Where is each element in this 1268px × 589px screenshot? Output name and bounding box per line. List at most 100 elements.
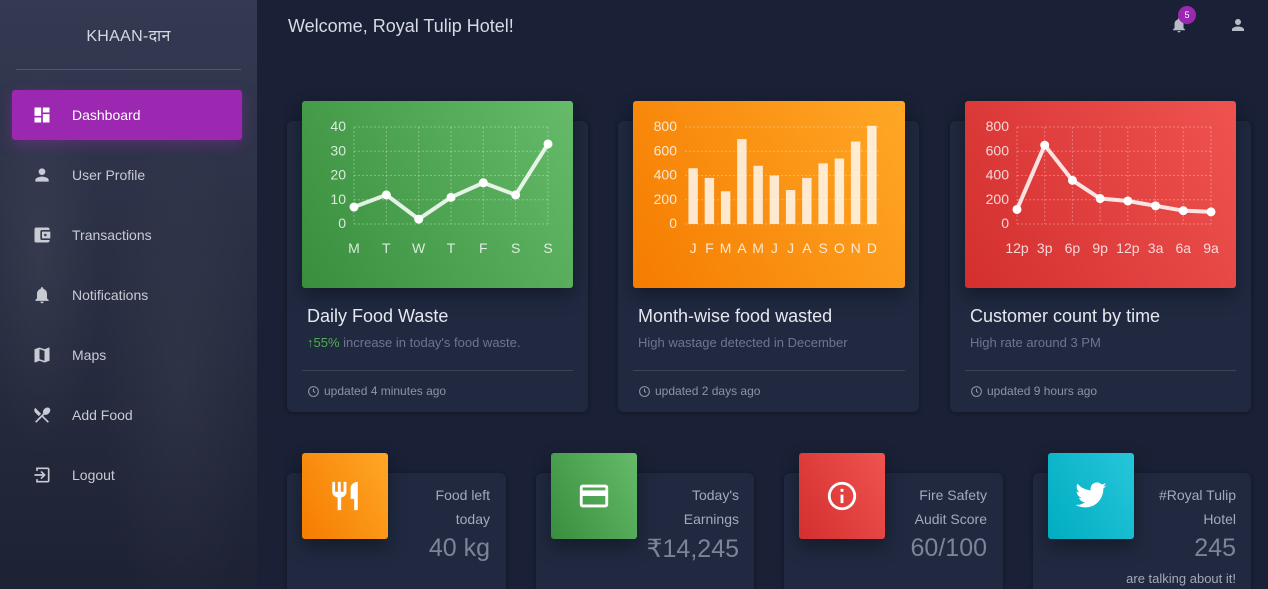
daily-food-waste-chart: 0 10 20 30 40 M T W T F S S [302, 101, 573, 288]
card-footer: updated 2 days ago [638, 384, 760, 398]
user-menu-button[interactable] [1229, 16, 1247, 39]
sidebar-item-notifications[interactable]: Notifications [12, 270, 242, 320]
sidebar-item-label: User Profile [72, 167, 146, 183]
map-icon [12, 345, 72, 365]
data-point [1040, 140, 1050, 150]
bar [769, 175, 780, 224]
clock-icon [971, 385, 982, 397]
card-divider [965, 370, 1236, 371]
sidebar-item-logout[interactable]: Logout [12, 450, 242, 500]
sidebar-item-maps[interactable]: Maps [12, 330, 242, 380]
twitter-icon [1075, 482, 1107, 508]
stat-value: 40 kg [428, 534, 490, 562]
stat-value: 60/100 [910, 534, 987, 562]
brand-logo[interactable]: KHAAN-दान [86, 28, 171, 45]
y-tick-label: 600 [986, 142, 1010, 158]
y-tick-label: 400 [986, 167, 1010, 183]
x-tick-label: J [787, 240, 794, 256]
y-tick-label: 40 [330, 118, 346, 134]
card-divider [633, 370, 905, 371]
data-point [414, 214, 424, 224]
y-tick-label: 0 [1001, 215, 1009, 231]
x-tick-label: F [705, 240, 714, 256]
card-divider [302, 370, 573, 371]
data-point [381, 190, 391, 200]
logout-icon [12, 465, 72, 485]
bar [850, 141, 861, 224]
sidebar-item-dashboard[interactable]: Dashboard [12, 90, 242, 140]
card-subtitle: High wastage detected in December [638, 335, 848, 350]
bar [753, 165, 763, 224]
utensils-icon [12, 405, 72, 425]
customer-count-svg: 0 200 400 600 800 12p 3p 6p 9p 12p 3a 6a 9a [986, 118, 1219, 256]
card-footer: updated 9 hours ago [970, 384, 1097, 398]
stat-icon-box [799, 453, 885, 539]
stat-icon-box [551, 453, 637, 539]
x-tick-label: A [802, 240, 812, 256]
sidebar-item-label: Add Food [72, 407, 133, 423]
stat-label: Fire Safety Audit Score [915, 483, 987, 531]
data-point [1206, 207, 1216, 217]
sidebar-item-add-food[interactable]: Add Food [12, 390, 242, 440]
x-tick-label: 3a [1148, 240, 1164, 256]
x-tick-label: O [834, 240, 845, 256]
x-tick-label: A [737, 240, 747, 256]
page-title: Welcome, Royal Tulip Hotel! [288, 16, 514, 36]
updated-text: updated 9 hours ago [987, 384, 1098, 398]
dashboard-icon [12, 105, 72, 125]
data-point [1151, 201, 1161, 211]
stat-value: 245 [1194, 534, 1236, 562]
data-point [511, 190, 521, 200]
sidebar-item-user-profile[interactable]: User Profile [12, 150, 242, 200]
stat-icon-box [1048, 453, 1134, 539]
y-tick-label: 0 [669, 215, 677, 231]
stat-label-line2: Hotel [1203, 511, 1236, 527]
bar [704, 177, 715, 224]
updated-text: updated 2 days ago [655, 384, 761, 398]
x-tick-label: 9p [1092, 240, 1108, 256]
stat-label-line2: Earnings [683, 511, 739, 527]
sidebar-item-label: Dashboard [72, 107, 141, 123]
bar [785, 190, 796, 224]
y-tick-label: 600 [654, 142, 678, 158]
x-tick-label: M [752, 240, 764, 256]
data-point [1178, 206, 1188, 216]
notification-badge: 5 [1178, 6, 1196, 24]
bar [818, 163, 828, 224]
stat-label-line1: Today's [691, 487, 739, 503]
stat-label-line2: today [455, 511, 490, 527]
sidebar-item-label: Logout [72, 467, 115, 483]
clock-icon [308, 385, 319, 397]
stat-label-line1: Food left [435, 487, 490, 503]
y-tick-label: 0 [338, 215, 346, 231]
stat-label-line2: Audit Score [914, 511, 987, 527]
data-point [349, 202, 359, 212]
stat-value: ₹14,245 [646, 535, 739, 563]
sidebar-item-transactions[interactable]: Transactions [12, 210, 242, 260]
updated-text: updated 4 minutes ago [324, 384, 447, 398]
x-tick-label: 6a [1175, 240, 1191, 256]
credit-card-icon [579, 484, 609, 508]
stat-extra-text: are talking about it! [1126, 571, 1236, 586]
x-tick-label: 12p [1005, 240, 1029, 256]
data-point [543, 139, 553, 149]
y-tick-label: 800 [654, 118, 678, 134]
subtitle-text: increase in today's food waste. [339, 335, 521, 350]
x-tick-label: M [720, 240, 732, 256]
data-point [1123, 196, 1133, 206]
card-title: Daily Food Waste [307, 306, 449, 326]
x-tick-label: T [382, 240, 391, 256]
sidebar-item-label: Notifications [72, 287, 149, 303]
bar [688, 168, 698, 224]
sidebar-item-label: Maps [72, 347, 107, 363]
x-tick-label: J [690, 240, 697, 256]
x-tick-label: 12p [1116, 240, 1140, 256]
stat-label: #Royal Tulip Hotel [1159, 483, 1236, 531]
stat-label: Today's Earnings [684, 483, 739, 531]
card-title: Customer count by time [970, 306, 1161, 326]
bar [834, 158, 845, 224]
x-tick-label: 3p [1037, 240, 1053, 256]
wallet-icon [12, 225, 72, 245]
x-tick-label: F [479, 240, 488, 256]
